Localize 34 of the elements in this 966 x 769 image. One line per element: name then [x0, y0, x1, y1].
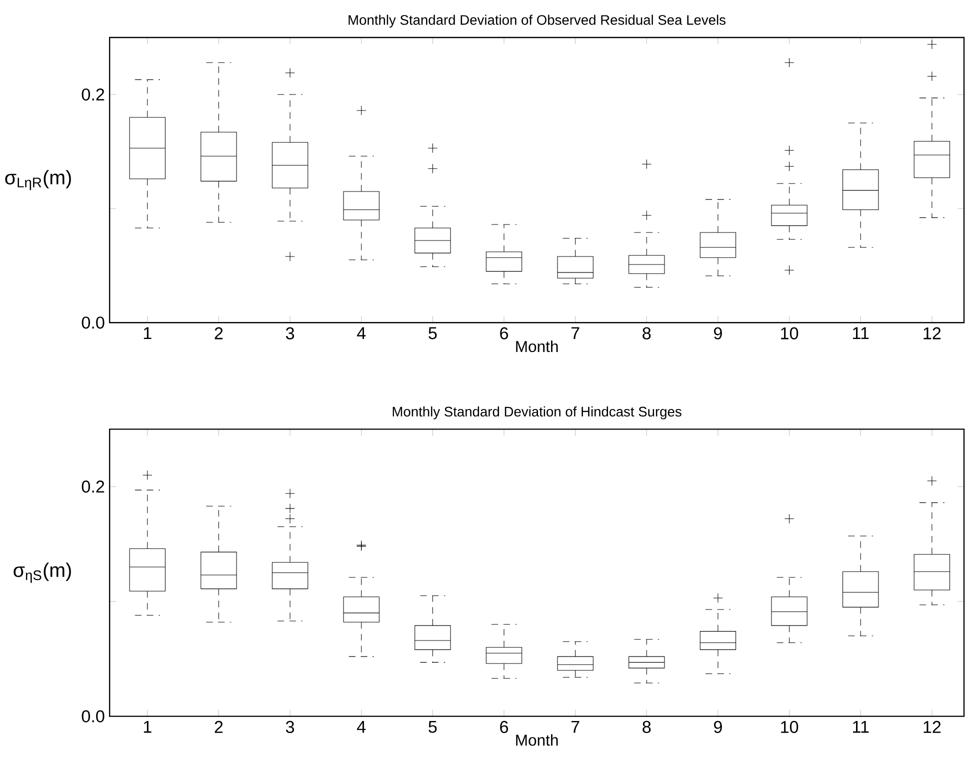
x-tick-label: 10	[781, 721, 798, 734]
chart-title: Monthly Standard Deviation of Observed Residual Sea Levels	[348, 14, 726, 28]
x-tick-label: 4	[357, 327, 366, 340]
x-tick-label: 3	[286, 327, 294, 340]
y-axis-title: σ$_{LηR}$(m)	[5, 170, 71, 190]
x-tick-label: 1	[144, 327, 152, 340]
x-tick-label: 7	[571, 327, 580, 340]
x-axis-title: Month	[516, 340, 558, 352]
x-tick-label: 8	[642, 721, 651, 734]
x-tick-label: 9	[714, 327, 722, 340]
chart-title: Monthly Standard Deviation of Hindcast Surges	[392, 406, 682, 420]
y-tick-label: 0.2	[82, 480, 104, 493]
x-tick-label: 3	[286, 721, 294, 734]
x-tick-label: 8	[642, 327, 651, 340]
x-tick-label: 6	[500, 721, 508, 734]
x-tick-label: 2	[214, 721, 223, 734]
y-tick-label: 0.2	[82, 88, 104, 101]
x-tick-label: 5	[428, 721, 437, 734]
x-tick-label: 5	[428, 327, 437, 340]
x-tick-label: 12	[924, 327, 941, 340]
y-tick-label: 0.0	[82, 316, 104, 329]
x-tick-label: 12	[924, 721, 941, 734]
x-axis-title: Month	[516, 734, 558, 746]
x-tick-label: 6	[500, 327, 508, 340]
y-axis-title: σ$_{ηS}$(m)	[14, 562, 71, 584]
x-tick-label: 11	[853, 327, 869, 340]
x-tick-label: 4	[357, 721, 366, 733]
y-tick-label: 0.0	[82, 710, 104, 723]
x-tick-label: 2	[214, 327, 223, 340]
x-tick-label: 11	[853, 721, 869, 733]
x-tick-label: 10	[781, 327, 798, 340]
x-tick-label: 1	[144, 721, 152, 733]
x-tick-label: 9	[714, 721, 722, 734]
x-tick-label: 7	[571, 721, 580, 733]
